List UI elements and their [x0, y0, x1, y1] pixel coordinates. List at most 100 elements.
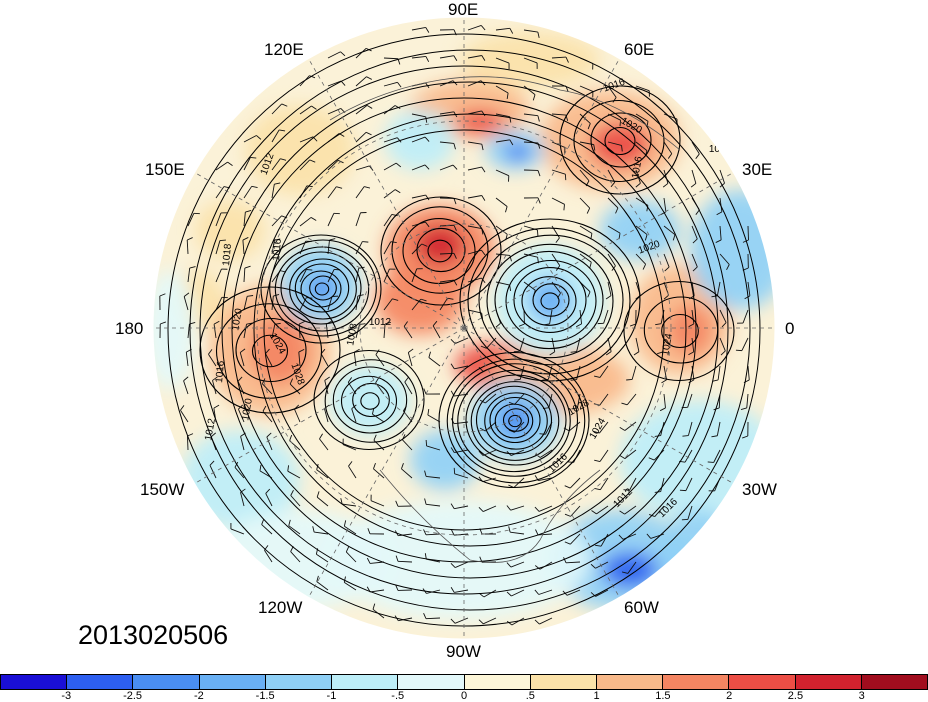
wind-barb	[383, 213, 398, 227]
wind-barb	[711, 421, 721, 438]
colorbar-box	[1, 675, 68, 689]
wind-barb	[411, 164, 430, 171]
wind-barb	[719, 337, 726, 356]
wind-barb	[340, 498, 357, 507]
isobar-value-label: 1016	[630, 155, 645, 179]
wind-barb	[395, 555, 413, 563]
wind-barb	[287, 465, 301, 479]
wind-barb	[383, 189, 401, 199]
isobar-ring	[494, 403, 534, 439]
isobar-ring	[340, 375, 398, 427]
wind-barb	[715, 225, 722, 243]
wind-barb	[635, 85, 650, 97]
isobar-ring	[559, 85, 681, 195]
wind-barb	[266, 432, 273, 451]
meridian-line	[194, 172, 465, 329]
colorbar-box	[596, 675, 664, 689]
isobar-ring	[661, 313, 699, 349]
wind-barb	[663, 253, 670, 272]
longitude-label-120e: 120E	[264, 40, 304, 59]
wind-barb	[271, 182, 281, 199]
wind-barb	[343, 520, 357, 535]
wind-barb	[411, 194, 430, 201]
wind-barb	[619, 505, 637, 515]
isobar-value-label: 1012	[203, 417, 218, 441]
wind-barb	[707, 449, 721, 463]
coastlines	[329, 76, 681, 563]
wind-barb	[404, 376, 413, 395]
wind-barb	[183, 376, 189, 395]
wind-barb	[629, 309, 637, 327]
wind-barb	[355, 165, 374, 171]
wind-barb	[523, 57, 538, 69]
colorbar-tick-label: 0	[460, 690, 468, 702]
colorbar-tick-label: .5	[525, 690, 535, 702]
isobar-ring	[521, 276, 577, 326]
wind-barb	[261, 518, 273, 535]
wind-barb	[355, 212, 367, 227]
colorbar-tick-label: 1	[593, 690, 600, 702]
wind-barb	[271, 215, 288, 227]
isobar-ring	[332, 366, 408, 434]
wind-barb	[506, 589, 525, 597]
wind-barb	[383, 241, 397, 255]
isobar-ring	[494, 250, 604, 350]
isobar-arc	[221, 81, 719, 579]
wind-barb	[183, 292, 190, 311]
wind-barb	[242, 237, 249, 255]
colorbar-tick-label: -2.5	[123, 690, 143, 702]
wind-barb	[478, 617, 497, 625]
wind-barb	[299, 217, 317, 227]
wind-barb	[523, 169, 541, 177]
map-boundary	[152, 16, 776, 640]
wind-barb	[594, 477, 609, 491]
wind-barb	[423, 529, 441, 536]
wind-barb	[432, 320, 441, 339]
wind-barb	[607, 197, 619, 214]
wind-barb	[495, 85, 509, 100]
wind-barb	[681, 505, 693, 521]
isobar-ring	[489, 396, 541, 444]
wind-barb	[327, 186, 343, 199]
colorbar-tick-label: -1.5	[255, 690, 275, 702]
wind-barb	[355, 104, 373, 115]
wind-barb	[663, 225, 676, 241]
wind-barb	[343, 576, 357, 591]
wind-barb	[679, 477, 693, 492]
wind-barb	[348, 461, 357, 479]
wind-barb	[312, 526, 329, 535]
wind-barb	[523, 29, 540, 39]
wind-barb	[187, 212, 200, 227]
wind-barb	[626, 365, 637, 381]
wind-barb	[450, 363, 469, 370]
wind-barb	[215, 268, 228, 283]
wind-barb	[534, 589, 553, 595]
wind-barb	[467, 309, 484, 320]
isobar-value-label: 1024	[660, 332, 675, 356]
wind-barb	[523, 85, 536, 101]
colorbar-box	[861, 675, 928, 689]
isobar-ring	[313, 349, 425, 451]
wind-barb	[239, 348, 246, 367]
wind-barb	[425, 439, 441, 451]
longitude-label-90w: 90W	[446, 642, 481, 661]
graticule-lines	[153, 17, 775, 639]
wind-barb	[740, 393, 749, 411]
wind-barb	[383, 268, 396, 283]
anomaly-shading	[153, 32, 775, 620]
wind-barb	[495, 169, 510, 182]
anomaly-patch	[330, 500, 590, 620]
wind-barb	[215, 212, 227, 227]
wind-barb	[607, 169, 616, 188]
wind-barb	[595, 533, 609, 547]
wind-barb	[355, 76, 373, 87]
anomaly-patch	[506, 144, 530, 160]
wind-barb	[243, 295, 254, 311]
wind-barb	[467, 55, 486, 61]
longitude-label-90e: 90E	[448, 0, 479, 19]
wind-barb	[423, 388, 441, 395]
wind-barb	[711, 281, 721, 298]
wind-barb	[355, 131, 372, 143]
wind-barb	[439, 297, 454, 311]
